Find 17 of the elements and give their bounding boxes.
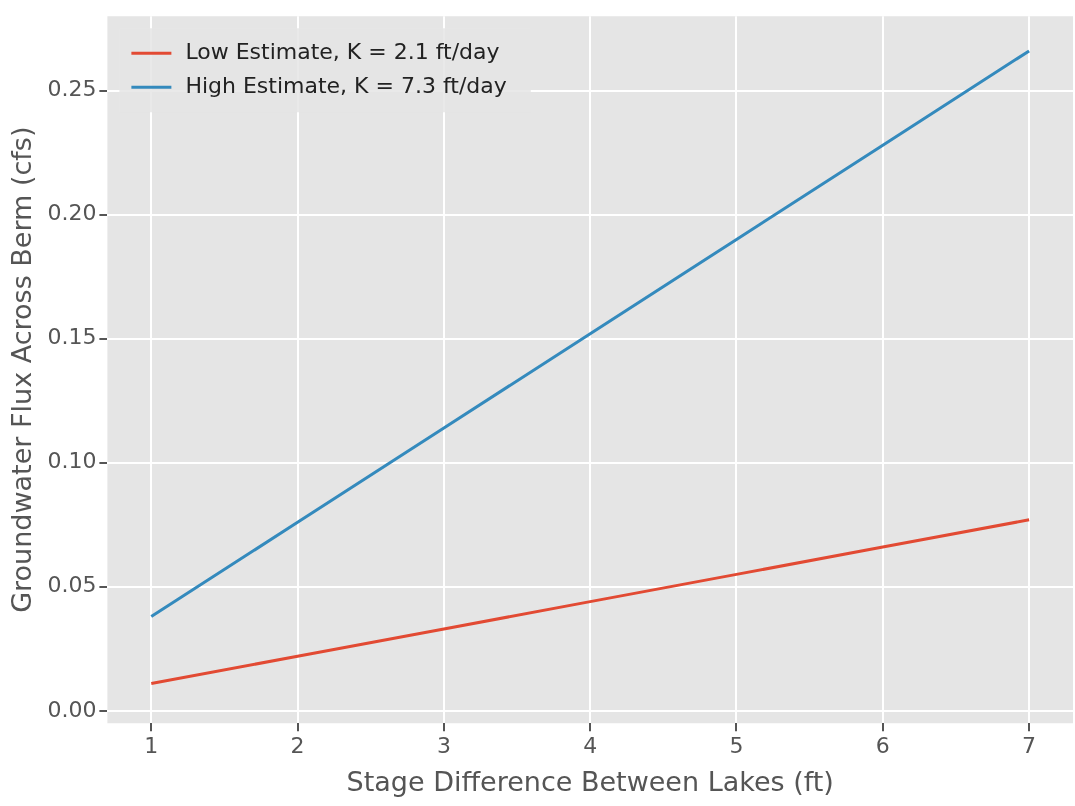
- legend-label: High Estimate, K = 7.3 ft/day: [185, 72, 507, 98]
- y-axis-title: Groundwater Flux Across Berm (cfs): [6, 126, 38, 613]
- x-tick-label: 4: [583, 733, 598, 759]
- legend-label: Low Estimate, K = 2.1 ft/day: [185, 38, 500, 64]
- x-tick-label: 3: [436, 733, 451, 759]
- x-tick-label: 1: [144, 733, 159, 759]
- y-tick-label: 0.25: [47, 76, 97, 102]
- x-tick-label: 7: [1022, 733, 1037, 759]
- y-tick-label: 0.05: [47, 572, 97, 598]
- y-tick-label: 0.10: [47, 448, 97, 474]
- y-tick-label: 0.00: [47, 696, 97, 722]
- x-tick-label: 5: [729, 733, 744, 759]
- x-tick-label: 2: [290, 733, 305, 759]
- x-tick-label: 6: [875, 733, 890, 759]
- x-axis-title: Stage Difference Between Lakes (ft): [346, 765, 834, 797]
- y-tick-label: 0.15: [47, 324, 97, 350]
- y-tick-label: 0.20: [47, 200, 97, 226]
